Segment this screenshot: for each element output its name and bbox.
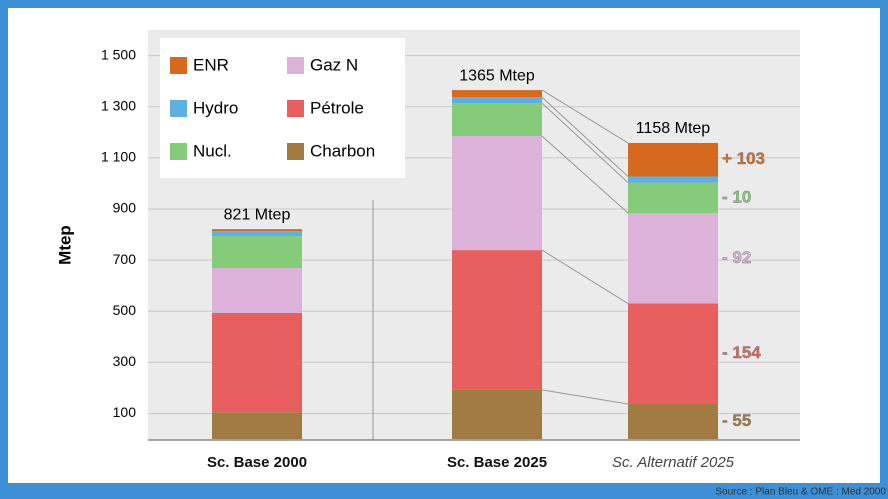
x-tick-label: Sc. Base 2025 — [447, 454, 547, 471]
bar-segment — [628, 403, 718, 439]
bar-segment — [212, 267, 302, 313]
bar-segment — [628, 142, 718, 177]
legend-label: Pétrole — [310, 98, 364, 117]
bar-segment — [452, 97, 542, 104]
legend-label: Hydro — [193, 98, 238, 117]
bar-segment — [628, 213, 718, 304]
legend-box — [160, 38, 405, 178]
annotation: - 55 — [722, 411, 751, 430]
legend-swatch — [170, 100, 187, 117]
legend-swatch — [287, 143, 304, 160]
legend-swatch — [170, 143, 187, 160]
bar-segment — [212, 229, 302, 232]
y-tick-label: 100 — [113, 404, 137, 420]
x-tick-label: Sc. Alternatif 2025 — [612, 454, 735, 471]
connector — [541, 249, 629, 304]
y-tick-label: 1 100 — [101, 149, 136, 165]
bar-segment — [452, 136, 542, 251]
legend-swatch — [170, 57, 187, 74]
bar-segment — [628, 182, 718, 214]
total-label: 821 Mtep — [224, 206, 291, 223]
legend-swatch — [287, 100, 304, 117]
annotation: - 92 — [722, 248, 751, 267]
bar-segment — [628, 176, 718, 183]
bar-segment — [452, 250, 542, 390]
connector — [541, 102, 629, 183]
bar-segment — [452, 103, 542, 137]
source: Source : Plan Bleu & OME : Med 2000 — [715, 487, 886, 498]
bar-segment — [212, 236, 302, 268]
y-tick-label: 700 — [113, 251, 137, 267]
connector — [541, 96, 629, 177]
bar-segment — [628, 303, 718, 404]
annotation: - 154 — [722, 343, 761, 362]
legend-label: Charbon — [310, 141, 375, 160]
bar-segment — [452, 389, 542, 439]
bar-segment — [212, 312, 302, 413]
y-tick-label: 500 — [113, 302, 137, 318]
total-label: 1158 Mtep — [636, 120, 711, 137]
legend-label: ENR — [193, 55, 229, 74]
bar-segment — [212, 412, 302, 439]
legend-label: Gaz N — [310, 55, 358, 74]
y-axis-label: Mtep — [55, 225, 74, 265]
connector — [541, 389, 629, 405]
bar-segment — [452, 90, 542, 98]
y-tick-label: 900 — [113, 200, 137, 216]
connector — [541, 135, 629, 214]
legend-swatch — [287, 57, 304, 74]
x-tick-label: Sc. Base 2000 — [207, 454, 307, 471]
total-label: 1365 Mtep — [459, 67, 535, 84]
annotation: + 103 — [722, 149, 765, 168]
y-tick-label: 300 — [113, 353, 137, 369]
legend-label: Nucl. — [193, 141, 232, 160]
bar-segment — [212, 231, 302, 237]
annotation: - 10 — [722, 187, 751, 206]
y-tick-label: 1 300 — [101, 97, 136, 113]
y-tick-label: 1 500 — [101, 46, 136, 62]
connector — [541, 89, 629, 144]
